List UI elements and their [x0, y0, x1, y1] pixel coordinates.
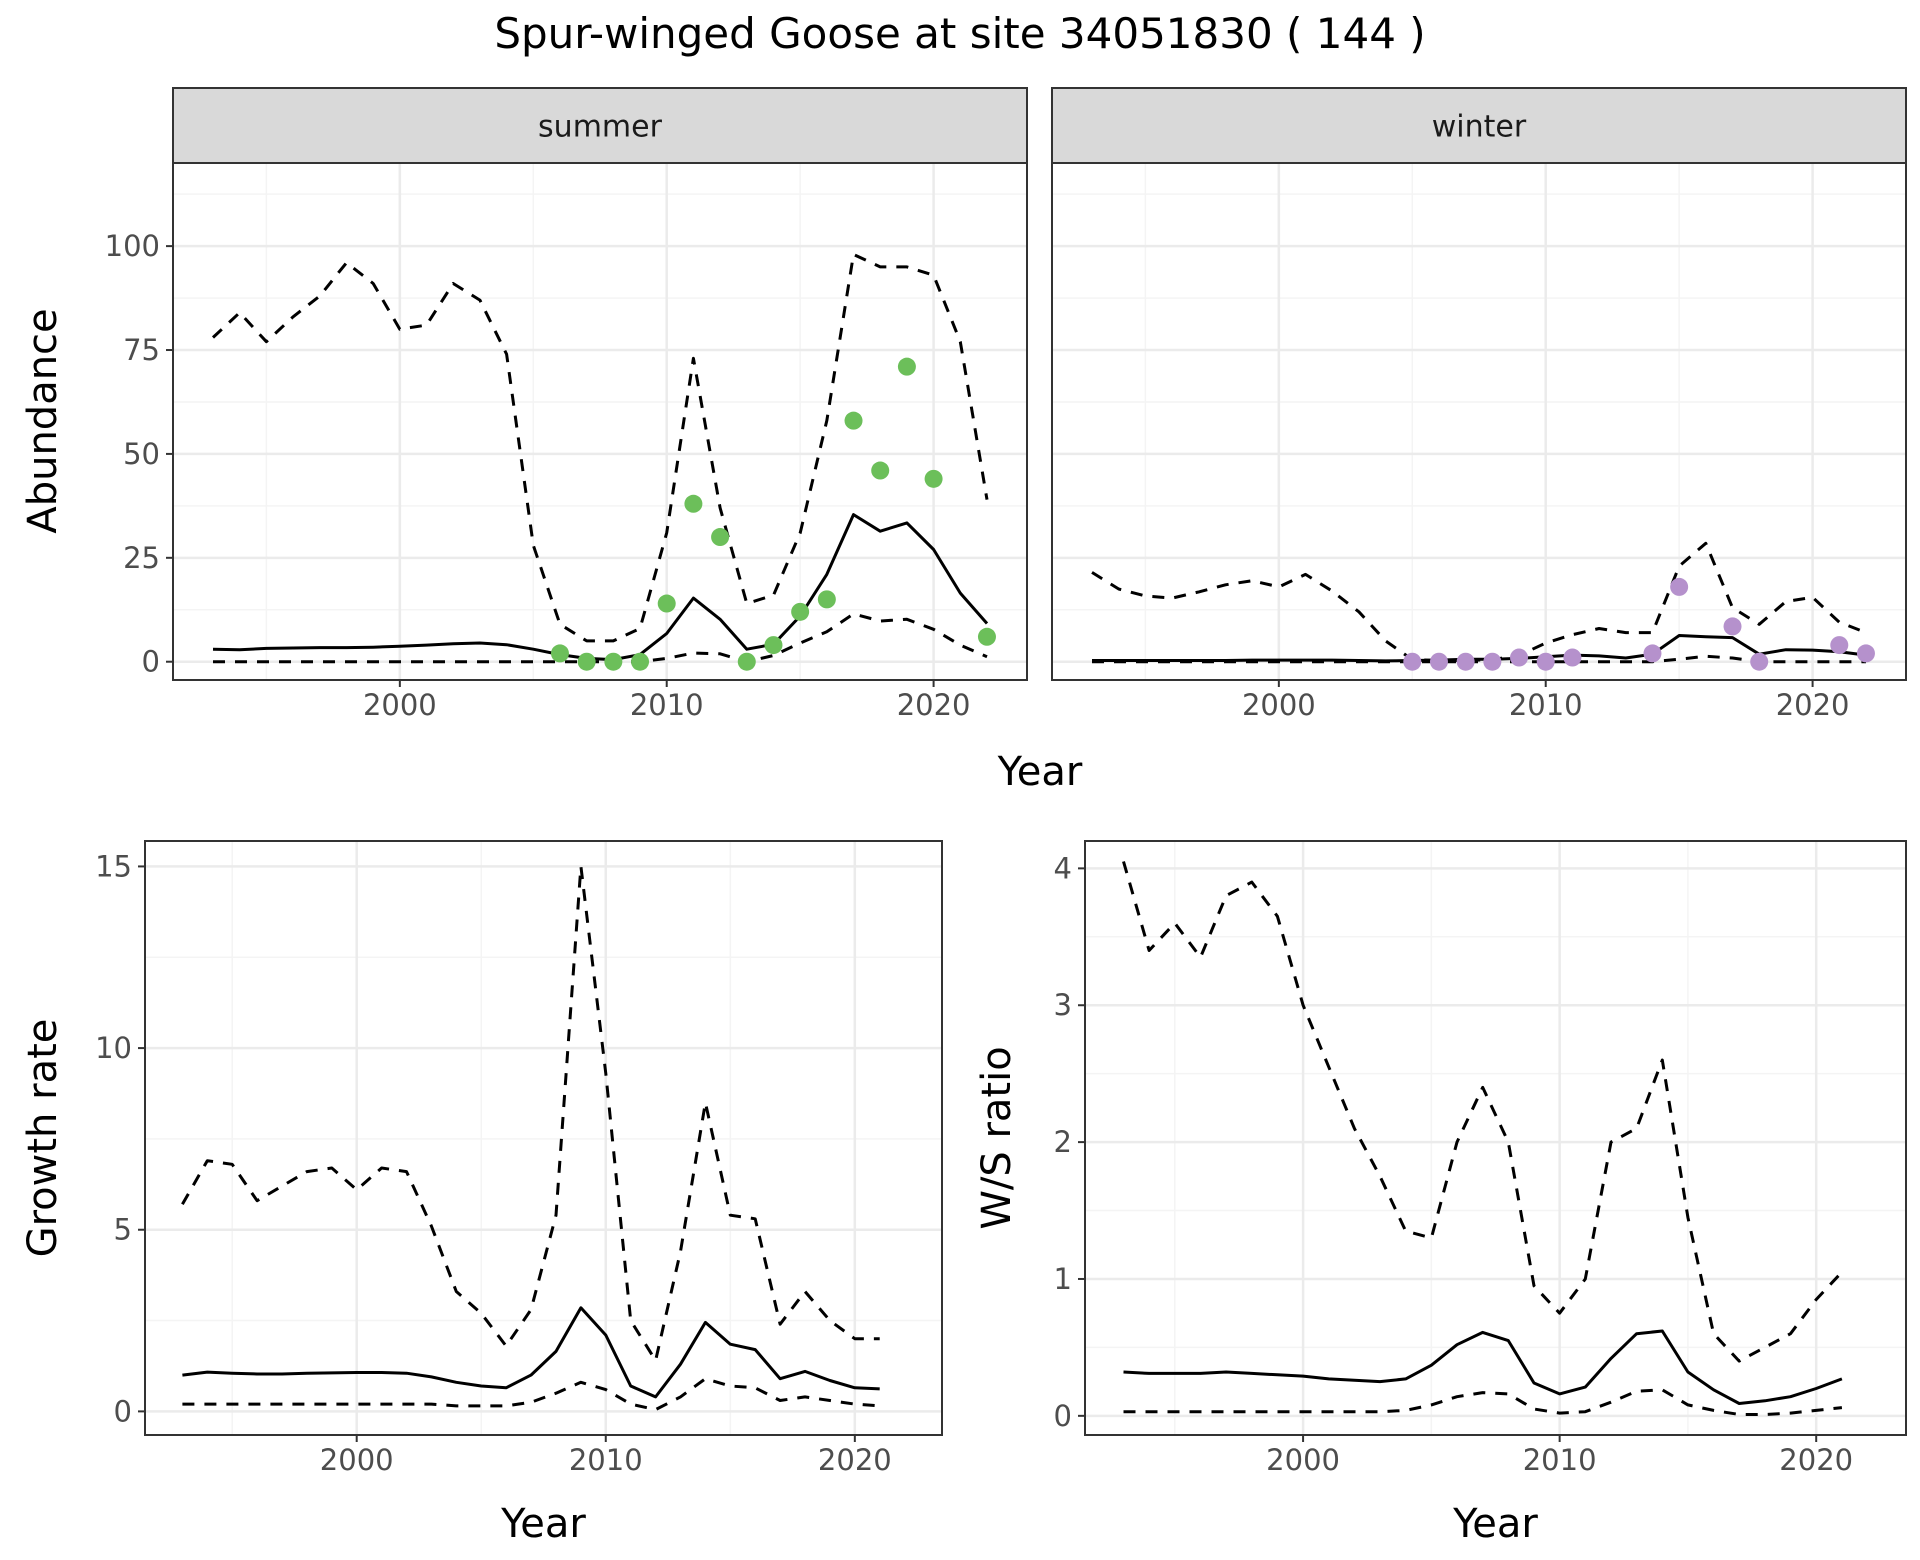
abundance-winter-panel: 2000 2010 2020 winter [1051, 87, 1907, 722]
ratio-x-tick-label: 2020 [1779, 1443, 1853, 1477]
figure-title: Spur-winged Goose at site 34051830 ( 144… [494, 9, 1425, 58]
abundance-summer-y-tick-label: 50 [123, 437, 160, 471]
abundance-winter-estimate-line [1092, 634, 1867, 663]
abundance-winter-plot-background [1052, 163, 1906, 680]
abundance-winter-observed-point [1723, 617, 1742, 636]
abundance-winter-observed-point [1750, 652, 1769, 671]
abundance-winter-panel-border [1051, 162, 1907, 681]
growth-panel: 2000 2010 2020 0 5 10 15 Year Growth rate [20, 840, 943, 1547]
abundance-winter-observed-point [1483, 652, 1502, 671]
ratio-y-tick-label: 1 [1054, 1262, 1072, 1296]
abundance-winter-observed-point [1643, 644, 1662, 663]
abundance-summer-panel-border [172, 162, 1028, 681]
abundance-summer-plot-background [173, 163, 1027, 680]
abundance-winter-observed-point [1536, 652, 1555, 671]
growth-x-axis-title: Year [500, 1501, 586, 1547]
growth-panel-border [144, 840, 943, 1436]
ratio-y-axis-title: W/S ratio [974, 1046, 1020, 1229]
ratio-x-tick-label: 2010 [1523, 1443, 1597, 1477]
ratio-plot-background [1085, 841, 1906, 1435]
abundance-winter-observed-point [1403, 652, 1422, 671]
ratio-y-tick-label: 3 [1054, 988, 1072, 1022]
abundance-winter-lower-line [1092, 654, 1866, 664]
abundance-winter-strip-label: winter [1432, 110, 1527, 145]
abundance-winter-observed-point [1429, 652, 1448, 671]
ratio-x-tick-label: 2000 [1266, 1443, 1340, 1477]
abundance-summer-upper-line [211, 252, 989, 643]
abundance-summer-observed-point [924, 469, 943, 488]
abundance-summer-observed-point [684, 494, 703, 513]
ratio-panel: 2000 2010 2020 0 1 2 3 4 Year W/S ratio [974, 840, 1907, 1547]
growth-x-tick-label: 2000 [320, 1443, 394, 1477]
abundance-winter-x-tick-label: 2000 [1242, 688, 1316, 722]
abundance-summer-y-tick-label: 0 [142, 645, 160, 679]
abundance-summer-y-tick-label: 25 [123, 541, 160, 575]
abundance-summer-estimate-line [212, 513, 989, 662]
abundance-winter-observed-point [1563, 648, 1582, 667]
ratio-y-tick-label: 2 [1054, 1125, 1072, 1159]
growth-x-tick-label: 2010 [569, 1443, 643, 1477]
ratio-estimate-line [1123, 1329, 1843, 1405]
ratio-x-axis-title: Year [1452, 1501, 1538, 1547]
abundance-summer-observed-point [844, 411, 863, 430]
growth-y-tick-label: 15 [95, 849, 132, 883]
abundance-summer-observed-point [631, 652, 650, 671]
abundance-summer-observed-point [977, 627, 996, 646]
ratio-lower-line [1123, 1388, 1843, 1416]
abundance-summer-observed-point [577, 652, 596, 671]
ratio-panel-border [1084, 840, 1907, 1436]
abundance-summer-x-tick-label: 2010 [630, 688, 704, 722]
abundance-summer-observed-point [791, 602, 810, 621]
abundance-summer-observed-point [711, 528, 730, 547]
abundance-winter-observed-point [1830, 636, 1849, 655]
abundance-summer-observed-point [764, 636, 783, 655]
abundance-summer-observed-point [604, 652, 623, 671]
abundance-winter-observed-point [1456, 652, 1475, 671]
abundance-winter-observed-point [1670, 577, 1689, 596]
abundance-summer-observed-point [897, 357, 916, 376]
growth-plot-background [145, 841, 942, 1435]
abundance-summer-strip-label: summer [538, 110, 663, 145]
abundance-winter-strip [1051, 87, 1907, 164]
abundance-summer-y-tick-label: 75 [123, 333, 160, 367]
abundance-winter-observed-point [1856, 644, 1875, 663]
abundance-summer-strip [172, 87, 1028, 164]
abundance-summer-observed-point [737, 652, 756, 671]
growth-y-tick-label: 5 [114, 1213, 132, 1247]
abundance-summer-observed-point [817, 590, 836, 609]
abundance-x-axis-title: Year [997, 749, 1083, 795]
abundance-winter-observed-point [1510, 648, 1529, 667]
growth-y-axis-title: Growth rate [20, 1019, 66, 1258]
abundance-winter-x-tick-label: 2020 [1776, 688, 1850, 722]
ratio-y-tick-label: 4 [1054, 851, 1072, 885]
abundance-summer-observed-point [550, 644, 569, 663]
abundance-summer-x-tick-label: 2020 [897, 688, 971, 722]
growth-x-tick-label: 2020 [818, 1443, 892, 1477]
ratio-y-tick-label: 0 [1054, 1399, 1072, 1433]
abundance-summer-x-tick-label: 2000 [363, 688, 437, 722]
abundance-summer-observed-point [657, 594, 676, 613]
growth-lower-line [182, 1377, 880, 1412]
abundance-summer-y-tick-label: 100 [105, 229, 160, 263]
growth-estimate-line [182, 1306, 880, 1399]
abundance-summer-observed-point [871, 461, 890, 480]
abundance-y-axis-title: Abundance [20, 308, 66, 533]
growth-y-tick-label: 0 [114, 1394, 132, 1428]
ratio-upper-line [1122, 861, 1843, 1363]
growth-y-tick-label: 10 [95, 1031, 132, 1065]
abundance-summer-panel: 2000 2010 2020 0 25 50 75 100 summer [105, 87, 1028, 722]
abundance-winter-x-tick-label: 2010 [1509, 688, 1583, 722]
